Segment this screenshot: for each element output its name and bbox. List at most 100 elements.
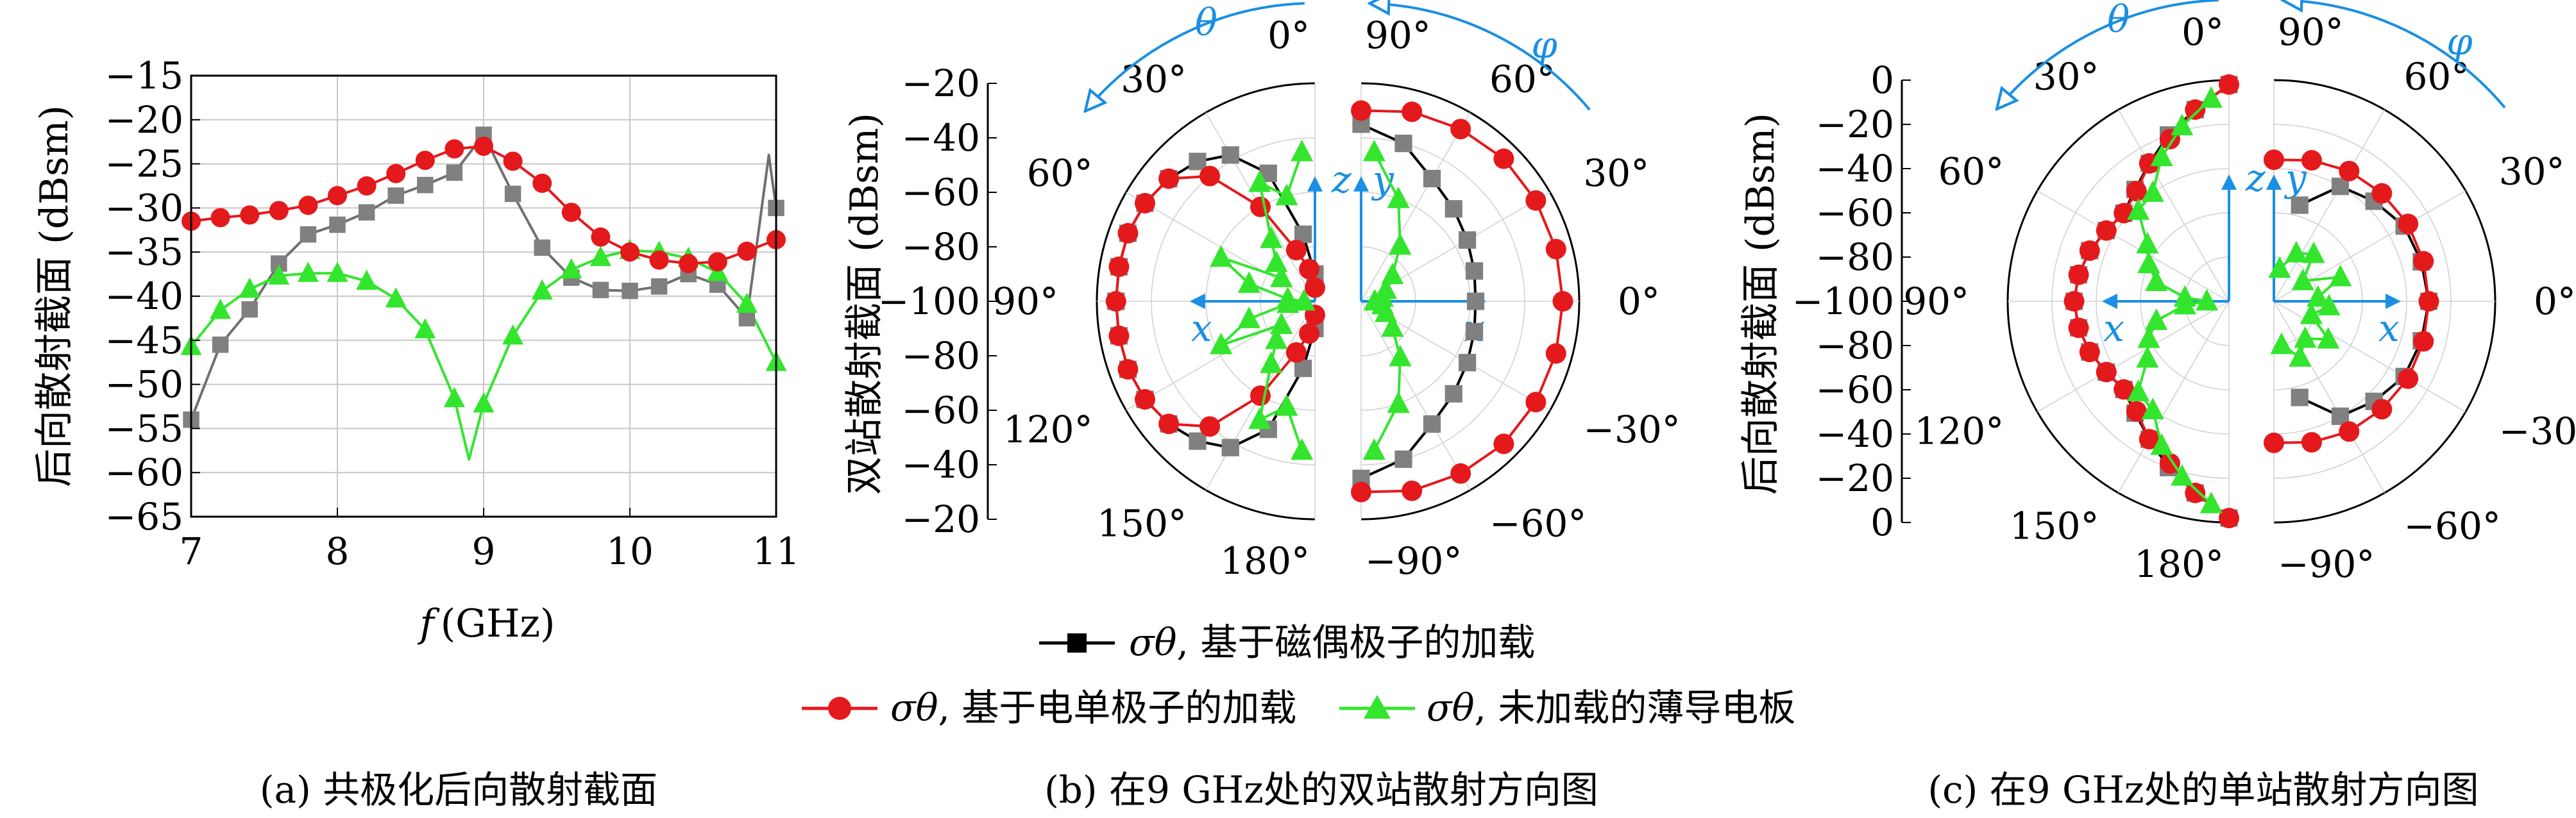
panel-a-point-electric bbox=[503, 151, 523, 171]
polar-left-point-electric bbox=[1199, 416, 1221, 437]
polar-right-point-magnetic bbox=[1394, 135, 1412, 153]
polar-rtick-label: −80 bbox=[1816, 324, 1894, 367]
polar-right-point-bare bbox=[1362, 139, 1385, 162]
polar-right-point-bare bbox=[2302, 241, 2325, 263]
polar-right-point-electric bbox=[1450, 119, 1471, 140]
polar-angle-label: −90° bbox=[1365, 539, 1462, 583]
panel-a-point-bare bbox=[326, 262, 348, 282]
polar-rtick-label: −80 bbox=[1816, 235, 1894, 279]
panel-a-point-magnetic bbox=[650, 278, 668, 295]
polar-angle-label: 0° bbox=[2534, 280, 2576, 323]
polar-left-point-magnetic bbox=[1189, 432, 1207, 450]
polar-left-point-electric bbox=[2219, 508, 2239, 529]
panel-a-point-bare bbox=[531, 279, 553, 300]
polar-right-point-electric bbox=[1493, 148, 1514, 169]
polar-rtick-label: −40 bbox=[902, 116, 980, 160]
polar-right-point-electric bbox=[2339, 160, 2360, 181]
polar-left-point-bare bbox=[1276, 291, 1300, 313]
panel-a-xtick-label: 11 bbox=[752, 530, 800, 573]
polar-left-point-electric bbox=[1158, 168, 1180, 189]
panel-c-monostatic-polar: 0−20−40−60−80−100−80−60−40−2000°30°60°90… bbox=[1792, 0, 2576, 586]
polar-right-point-electric bbox=[2301, 431, 2322, 453]
panel-a-point-electric bbox=[679, 254, 699, 274]
polar-angle-label: 60° bbox=[1938, 150, 2004, 194]
panel-a-ticks: −15−20−25−30−35−40−45−50−55−60−657 8 9 10 11 bbox=[105, 54, 800, 573]
polar-rtick-label: −60 bbox=[902, 388, 980, 432]
polar-left-point-electric bbox=[1108, 256, 1130, 278]
panel-a-point-electric bbox=[532, 173, 552, 193]
caption-c: (c) 在9 GHz处的单站散射方向图 bbox=[1928, 768, 2479, 812]
polar-right-point-magnetic bbox=[2291, 388, 2309, 406]
polar-left-point-electric bbox=[1305, 277, 1325, 298]
polar-rtick-label: −100 bbox=[878, 280, 980, 323]
polar-angle-label: 150° bbox=[1097, 501, 1187, 545]
polar-left-point-electric bbox=[1285, 240, 1307, 261]
phi-symbol: φ bbox=[1531, 23, 1557, 67]
polar-left-point-electric bbox=[2079, 342, 2100, 363]
panel-a-point-electric bbox=[737, 241, 757, 261]
polar-left-point-bare bbox=[2150, 144, 2173, 167]
polar-right-point-bare bbox=[1362, 438, 1385, 460]
polar-right-point-electric bbox=[1552, 291, 1573, 312]
polar-left-point-electric bbox=[1250, 385, 1271, 406]
polar-rtick-label: −40 bbox=[902, 443, 980, 487]
polar-right-point-electric bbox=[1402, 101, 1423, 122]
polar-angle-label: 30° bbox=[1583, 151, 1649, 195]
panel-a-point-electric bbox=[708, 252, 727, 272]
panel-a-point-electric bbox=[474, 137, 493, 156]
legend-item-magnetic: σθ, 基于磁偶极子的加载 bbox=[1039, 621, 1535, 664]
panel-a-point-electric bbox=[210, 208, 230, 228]
polar-left-point-bare bbox=[1270, 312, 1293, 334]
polar-right-point-bare bbox=[2285, 240, 2308, 263]
panel-a-point-magnetic bbox=[241, 301, 258, 318]
panel-a-line-magnetic bbox=[191, 133, 776, 421]
polar-right-point-electric bbox=[1493, 433, 1514, 455]
panel-a-point-bare bbox=[443, 387, 465, 408]
theta-rotation-arrow bbox=[1998, 0, 2219, 108]
polar-left-point-electric bbox=[2139, 153, 2160, 174]
polar-left-point-bare bbox=[1275, 394, 1298, 416]
panel-a-point-electric bbox=[445, 139, 464, 159]
polar-angle-label: 60° bbox=[1027, 151, 1093, 195]
polar-right-point-magnetic bbox=[1394, 450, 1412, 468]
legend-symbol-bare: σθ bbox=[1427, 686, 1475, 730]
polar-angle-label: 30° bbox=[2033, 54, 2099, 98]
polar-right-point-electric bbox=[2371, 183, 2393, 204]
polar-angle-label: 90° bbox=[992, 280, 1058, 323]
polar-right-point-electric bbox=[2371, 399, 2393, 420]
polar-left-point-bare bbox=[1210, 333, 1233, 355]
polar-angle-label: 90° bbox=[1365, 13, 1431, 57]
polar-spoke-right bbox=[1360, 301, 1471, 490]
polar-left-point-electric bbox=[2114, 379, 2135, 400]
axis-label-z: z bbox=[1331, 158, 1352, 201]
panel-a-point-bare bbox=[297, 262, 319, 282]
polar-angle-label: 0° bbox=[2182, 10, 2224, 54]
polar-left-point-bare bbox=[1210, 245, 1233, 267]
polar-right-point-electric bbox=[2398, 368, 2419, 389]
panel-a-point-magnetic bbox=[358, 204, 375, 221]
polar-left-point-bare bbox=[1291, 139, 1314, 162]
polar-right-point-bare bbox=[1381, 262, 1404, 285]
polar-angle-label: 0° bbox=[1618, 280, 1660, 323]
polar-rtick-label: −40 bbox=[1816, 412, 1894, 456]
panel-c-ylabel: 后向散射截面 (dBsm) bbox=[1738, 113, 1783, 495]
polar-left-point-electric bbox=[2159, 453, 2180, 474]
polar-left-point-bare bbox=[2141, 180, 2164, 202]
legend: σθ, 基于磁偶极子的加载 σθ, 基于电单极子的加载 σθ, 未加载的薄导电板 bbox=[802, 621, 1795, 730]
polar-rtick-label: −80 bbox=[902, 334, 980, 378]
panel-a-ytick-label: −15 bbox=[105, 54, 183, 97]
panel-a-point-bare bbox=[268, 264, 290, 285]
panel-a-point-electric bbox=[298, 196, 318, 215]
polar-right-point-magnetic bbox=[1445, 385, 1462, 403]
polar-left-point-bare bbox=[2126, 198, 2150, 220]
caption-b: (b) 在9 GHz处的双站散射方向图 bbox=[1044, 768, 1598, 812]
panel-a-point-magnetic bbox=[300, 226, 317, 243]
polar-left-point-electric bbox=[1158, 413, 1180, 435]
panel-a-xtick-label: 7 bbox=[180, 530, 203, 573]
polar-angle-label: 150° bbox=[2010, 505, 2099, 548]
panel-a-point-magnetic bbox=[738, 310, 756, 327]
panel-a-ytick-label: −20 bbox=[105, 98, 183, 142]
polar-right-point-magnetic bbox=[1459, 354, 1477, 372]
panel-a-point-bare bbox=[561, 258, 582, 279]
polar-angle-label: −60° bbox=[2404, 505, 2501, 548]
